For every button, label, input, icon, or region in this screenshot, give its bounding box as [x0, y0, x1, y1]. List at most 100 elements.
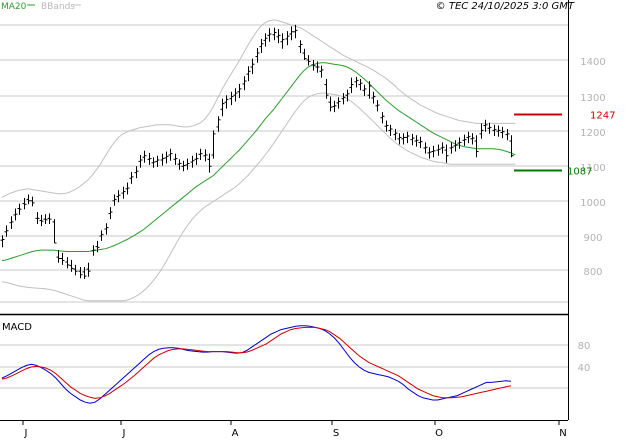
price-bar [444, 144, 449, 163]
price-bar [487, 122, 492, 134]
price-bar [311, 60, 316, 71]
price-bar [388, 124, 393, 136]
legend-bbands: BBands [41, 2, 75, 12]
price-bar [293, 24, 298, 39]
macd-lines [1, 325, 512, 404]
copyright-stamp: © TEC 24/10/2025 3:0 GMT [436, 1, 575, 12]
bbands-upper-line [1, 19, 516, 198]
price-bar [185, 158, 190, 170]
price-bar [272, 27, 277, 41]
price-bar [173, 153, 178, 165]
price-bar [52, 219, 57, 244]
price-bar [466, 131, 471, 144]
price-bar [384, 120, 389, 132]
price-bar [116, 190, 121, 203]
price-bar [401, 133, 406, 145]
price-bar [462, 134, 467, 146]
price-bar [341, 93, 346, 105]
price-bar [108, 207, 113, 220]
price-bar [479, 123, 484, 139]
bollinger-bands [1, 19, 516, 302]
price-y-axis: 800 900 1000 1100 1200 1300 1400 [580, 57, 605, 278]
price-bar [121, 186, 126, 199]
macd-line [1, 325, 512, 404]
y-tick-label: 1000 [580, 198, 605, 209]
price-bar [354, 76, 359, 88]
price-bar [298, 40, 303, 53]
price-bar [440, 142, 445, 154]
time-axis-labels: J J A S O N [24, 428, 567, 439]
x-tick-label: O [435, 428, 443, 439]
price-bar [414, 135, 419, 147]
price-bar [259, 38, 264, 53]
price-bar [211, 130, 216, 159]
price-bar [246, 66, 251, 82]
price-bar [358, 79, 363, 91]
price-bar [332, 100, 337, 113]
price-bar [56, 250, 61, 263]
price-bar [198, 148, 203, 160]
macd-y-tick-label: 40 [578, 363, 591, 374]
price-bar [285, 31, 290, 46]
price-bar [453, 140, 458, 152]
price-bar [263, 33, 268, 47]
price-bar [393, 129, 398, 141]
macd-y-tick-label: 80 [578, 341, 591, 352]
macd-signal-line [1, 326, 512, 399]
price-bar [237, 83, 242, 98]
price-bar [17, 203, 22, 215]
price-bar [375, 100, 380, 112]
price-bar [78, 267, 83, 279]
price-bar [112, 194, 117, 206]
price-bar [436, 144, 441, 156]
y-tick-label: 1100 [580, 163, 605, 174]
price-bar [220, 98, 225, 117]
price-bar [82, 267, 87, 279]
price-bar [289, 26, 294, 41]
bbands-lower-line [1, 92, 516, 302]
ma20-line [1, 62, 516, 262]
price-bar [207, 153, 212, 173]
x-tick-label: J [122, 428, 126, 439]
price-bar [457, 137, 462, 149]
price-bar [418, 136, 423, 148]
price-bar [181, 160, 186, 172]
price-bar [216, 116, 221, 132]
price-bar [500, 126, 505, 139]
time-axis-ticks [22, 420, 560, 425]
price-bar [280, 33, 285, 49]
price-bar [35, 212, 40, 224]
price-bar [474, 135, 479, 158]
price-bar [177, 159, 182, 170]
price-bar [129, 171, 134, 184]
price-bar [138, 155, 143, 168]
price-bar [410, 133, 415, 146]
price-bar [255, 48, 260, 63]
price-bar [95, 240, 100, 253]
price-bar [164, 151, 169, 164]
price-bar [449, 142, 454, 154]
price-bar [104, 223, 109, 235]
support-level-label: 1087 [567, 167, 592, 178]
price-bar [155, 155, 160, 167]
price-bar [324, 79, 329, 99]
price-bar [125, 182, 130, 195]
price-bar [315, 61, 320, 73]
price-bar [13, 208, 18, 221]
price-bar [142, 150, 147, 163]
price-bar [69, 259, 74, 272]
price-bar [160, 153, 165, 166]
price-bar [194, 152, 199, 165]
price-bar [483, 119, 488, 132]
x-tick-label: S [333, 428, 339, 439]
price-bar [302, 48, 307, 60]
price-bar [0, 235, 5, 248]
price-bar [319, 65, 324, 78]
ma20-line [1, 62, 516, 262]
price-bar [431, 145, 436, 158]
price-levels: 1247 1087 [514, 111, 615, 178]
price-bar [345, 89, 350, 102]
price-bar [267, 28, 272, 42]
